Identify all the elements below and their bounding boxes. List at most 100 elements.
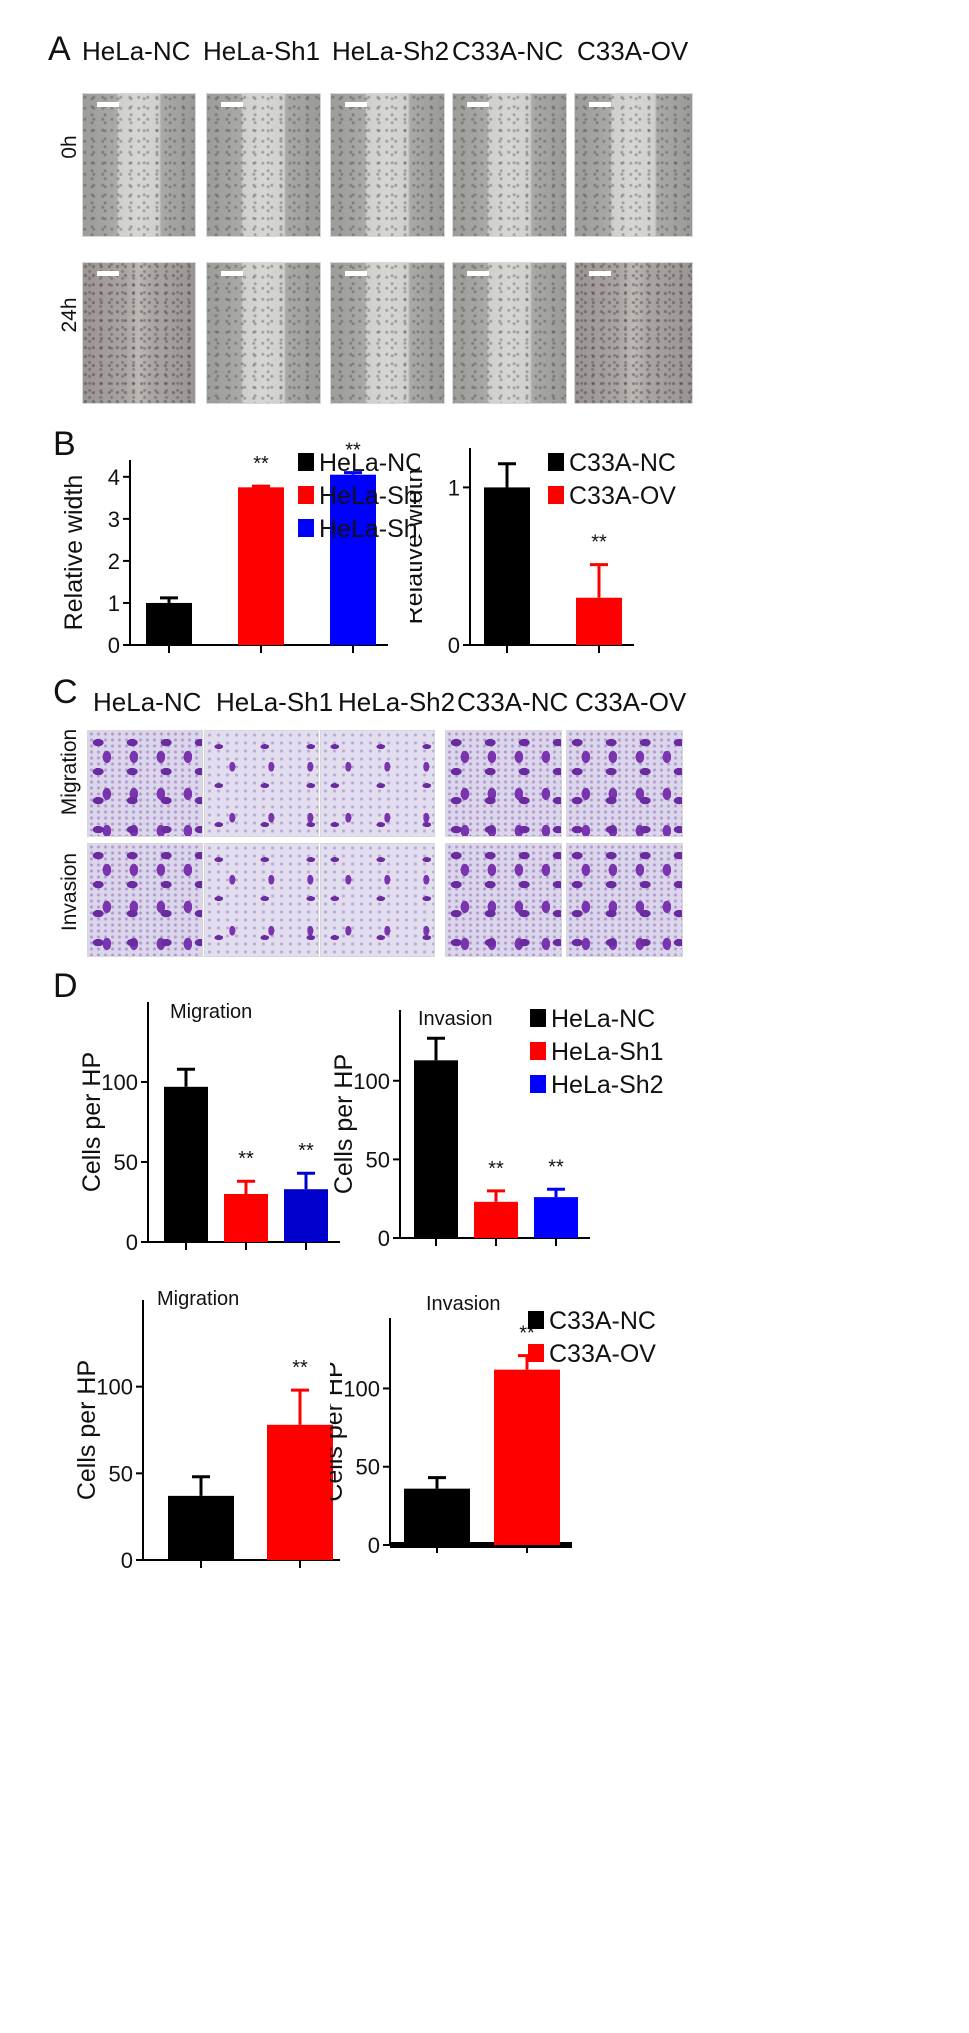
y-tick-label: 1 xyxy=(448,475,460,500)
panel-label-b: B xyxy=(53,425,76,463)
group-label-hela-sh1: HeLa-Sh1 xyxy=(203,36,321,66)
legend-label: HeLa-NC xyxy=(319,449,420,477)
legend-swatch xyxy=(548,486,564,504)
legend-swatch xyxy=(530,1042,546,1060)
legend-label: HeLa-NC xyxy=(551,1005,655,1033)
scale-bar xyxy=(221,271,243,276)
bar-hela-nc xyxy=(164,1086,208,1242)
legend-label: C33A-OV xyxy=(549,1340,656,1368)
scratch-image-hela-nc-24h xyxy=(82,262,196,404)
bar-hela-nc xyxy=(146,602,192,645)
legend-label: HeLa-Sh1 xyxy=(319,482,420,510)
chart-d2: 0 50 100 Cells per HP Invasion ** ** HeLa-NC HeL… xyxy=(330,975,710,1275)
legend-swatch xyxy=(530,1075,546,1093)
scale-bar xyxy=(589,102,611,107)
transwell-image-c33a-ov-invasion xyxy=(566,843,683,957)
y-tick-label: 4 xyxy=(108,465,120,490)
bar-c33a-nc xyxy=(404,1488,470,1545)
significance-label: ** xyxy=(591,532,607,554)
chart-title: Migration xyxy=(170,1001,252,1023)
chart-d3: 0 50 100 Cells per HP Migration ** xyxy=(40,1280,345,1590)
group-label-hela-sh1-c: HeLa-Sh1 xyxy=(216,687,334,717)
bar-hela-sh1 xyxy=(238,487,284,645)
y-tick-label: 2 xyxy=(108,549,120,574)
y-tick-label: 50 xyxy=(109,1461,133,1486)
legend-label: C33A-OV xyxy=(569,482,676,510)
bar-c33a-ov xyxy=(267,1424,333,1560)
legend-swatch xyxy=(298,453,314,471)
legend-label: HeLa-Sh2 xyxy=(551,1071,664,1099)
significance-label: ** xyxy=(488,1158,504,1180)
chart-d4: 0 50 100 Cells per HP Invasion ** C33A-NC C33A-… xyxy=(320,1280,710,1585)
transwell-image-hela-sh1-migration xyxy=(204,730,319,837)
transwell-image-c33a-nc-invasion xyxy=(445,843,562,957)
scratch-image-c33a-nc-0h xyxy=(452,93,567,237)
y-tick-label: 50 xyxy=(356,1455,380,1480)
bar-c33a-nc xyxy=(484,487,530,645)
scratch-image-c33a-nc-24h xyxy=(452,262,567,404)
group-label-hela-nc-c: HeLa-NC xyxy=(93,687,202,717)
scratch-image-hela-sh2-24h xyxy=(330,262,445,404)
significance-label: ** xyxy=(548,1156,564,1178)
scratch-image-hela-sh1-24h xyxy=(206,262,321,404)
panel-label-c: C xyxy=(53,673,78,711)
legend-label: C33A-NC xyxy=(569,449,676,477)
y-axis-label: Relative width xyxy=(60,475,88,631)
y-tick-label: 0 xyxy=(126,1230,138,1255)
y-tick-label: 0 xyxy=(368,1533,380,1558)
y-tick-label: 0 xyxy=(121,1548,133,1573)
transwell-image-hela-sh1-invasion xyxy=(204,843,319,957)
row-label-0h: 0h xyxy=(58,135,81,159)
y-axis-label: Cells per HP xyxy=(73,1360,101,1500)
scale-bar xyxy=(97,102,119,107)
scale-bar xyxy=(345,271,367,276)
transwell-image-c33a-nc-migration xyxy=(445,730,562,837)
y-axis-label: Cells per HP xyxy=(330,1361,348,1501)
bar-hela-nc xyxy=(414,1060,458,1238)
y-tick-label: 50 xyxy=(366,1147,390,1172)
bar-hela-sh1 xyxy=(474,1201,518,1238)
bar-c33a-ov xyxy=(576,597,622,645)
group-label-hela-sh2: HeLa-Sh2 xyxy=(332,36,450,66)
group-label-c33a-nc-c: C33A-NC xyxy=(457,687,569,717)
y-tick-label: 100 xyxy=(353,1069,390,1094)
scale-bar xyxy=(467,271,489,276)
y-axis-label: Cells per HP xyxy=(78,1052,106,1192)
transwell-image-hela-nc-invasion xyxy=(87,843,203,957)
group-label-c33a-ov: C33A-OV xyxy=(577,36,689,66)
scale-bar xyxy=(97,271,119,276)
chart-title: Migration xyxy=(157,1288,239,1310)
legend-swatch xyxy=(548,453,564,471)
scratch-image-hela-nc-0h xyxy=(82,93,196,237)
transwell-image-hela-nc-migration xyxy=(87,730,203,837)
chart-svg: 0 1 Relative width ** C33A-NC C33A-OV xyxy=(400,448,676,658)
significance-label: ** xyxy=(345,440,361,462)
y-axis-label: Cells per HP xyxy=(330,1054,358,1194)
group-label-hela-sh2-c: HeLa-Sh2 xyxy=(338,687,456,717)
scratch-image-c33a-ov-0h xyxy=(574,93,693,237)
y-tick-label: 100 xyxy=(96,1375,133,1400)
significance-label: ** xyxy=(298,1140,314,1162)
bar-c33a-nc xyxy=(168,1495,234,1560)
group-label-hela-nc: HeLa-NC xyxy=(82,36,191,66)
scratch-image-hela-sh1-0h xyxy=(206,93,321,237)
y-tick-label: 50 xyxy=(114,1150,138,1175)
legend-label: C33A-NC xyxy=(549,1307,656,1335)
scratch-image-c33a-ov-24h xyxy=(574,262,693,404)
chart-d1: 0 50 100 Cells per HP Migration ** ** xyxy=(40,980,340,1280)
row-label-24h: 24h xyxy=(58,297,81,333)
y-tick-label: 100 xyxy=(101,1070,138,1095)
legend-label: HeLa-Sh1 xyxy=(551,1038,664,1066)
bar-hela-sh2 xyxy=(330,474,376,645)
legend-swatch xyxy=(530,1009,546,1027)
group-label-c33a-nc: C33A-NC xyxy=(452,36,564,66)
significance-label: ** xyxy=(238,1148,254,1170)
transwell-image-hela-sh2-migration xyxy=(320,730,435,837)
row-label-invasion: Invasion xyxy=(58,852,81,932)
scale-bar xyxy=(345,102,367,107)
